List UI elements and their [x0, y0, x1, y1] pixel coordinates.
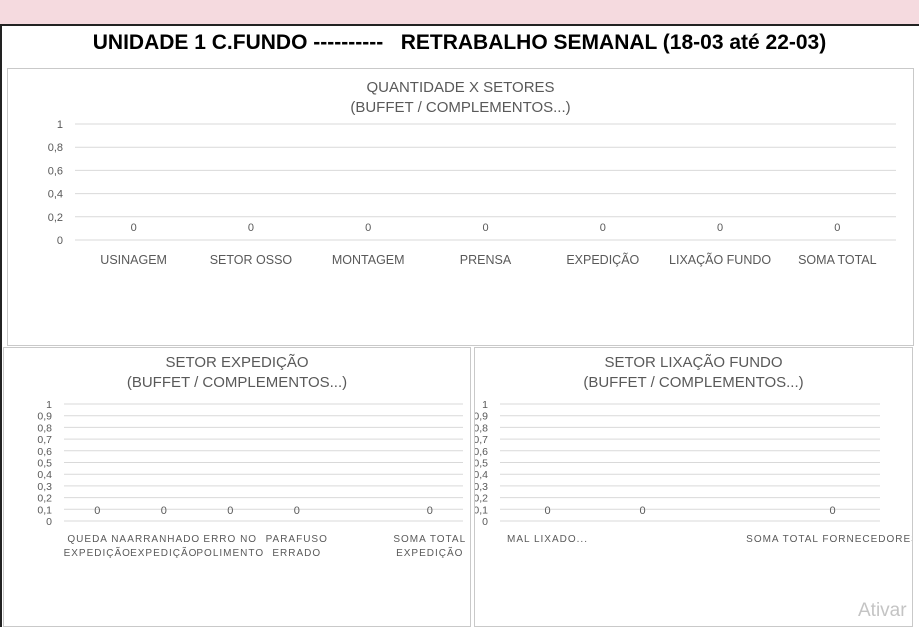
data-label: 0: [227, 505, 233, 517]
y-tick-label: 0,1: [475, 504, 488, 516]
x-tick-label: SETOR OSSO: [210, 253, 293, 267]
top-bar: [0, 0, 919, 26]
y-tick-label: 0,9: [475, 411, 488, 423]
x-tick-label: SOMA TOTAL: [798, 253, 877, 267]
data-label: 0: [544, 505, 550, 517]
x-tick-label: SOMA TOTAL: [393, 534, 466, 545]
chart-title: SETOR EXPEDIÇÃO: [165, 354, 309, 371]
y-tick-label: 0,1: [37, 504, 52, 516]
y-tick-label: 0,7: [37, 434, 52, 446]
y-tick-label: 0,3: [37, 481, 52, 493]
x-tick-label: MONTAGEM: [332, 253, 405, 267]
y-tick-label: 0: [57, 235, 63, 247]
y-tick-label: 0,5: [475, 458, 488, 470]
x-tick-label: ERRO NO: [203, 534, 257, 545]
data-label: 0: [161, 505, 167, 517]
chart-title: QUANTIDADE X SETORES: [366, 79, 555, 96]
y-tick-label: 0,8: [37, 422, 52, 434]
y-tick-label: 0,2: [475, 493, 488, 505]
y-tick-label: 1: [46, 399, 52, 411]
x-tick-label: ERRADO: [272, 548, 321, 559]
y-tick-label: 0,9: [37, 411, 52, 423]
x-tick-label: LIXAÇÃO FUNDO: [669, 253, 771, 267]
x-tick-label: EXPEDIÇÃO: [396, 546, 463, 559]
x-tick-label: USINAGEM: [100, 253, 167, 267]
y-tick-label: 1: [57, 119, 63, 131]
data-label: 0: [427, 505, 433, 517]
data-label: 0: [600, 222, 606, 234]
data-label: 0: [482, 222, 488, 234]
data-label: 0: [131, 222, 137, 234]
activate-watermark: Ativar: [858, 600, 907, 621]
x-tick-label: POLIMENTO: [196, 548, 264, 559]
chart-subtitle: (BUFFET / COMPLEMENTOS...): [126, 374, 348, 391]
data-label: 0: [834, 222, 840, 234]
data-label: 0: [294, 505, 300, 517]
y-tick-label: 1: [482, 399, 488, 411]
data-label: 0: [94, 505, 100, 517]
x-tick-label: SOMA TOTAL FORNECEDORES: [746, 534, 912, 545]
chart-quantidade-plot: 0 0,2 0,4 0,6 0,8 1 USINAGEM 0 SETOR OSSO 0 MONTAG…: [48, 119, 896, 267]
y-tick-label: 0,3: [475, 481, 488, 493]
y-tick-label: 0,4: [37, 469, 52, 481]
y-tick-label: 0,6: [37, 446, 52, 458]
chart-panel-quantidade[interactable]: QUANTIDADE X SETORES (BUFFET / COMPLEMEN…: [7, 68, 914, 346]
x-tick-label: ARRANHADO: [127, 534, 200, 545]
x-tick-label: PARAFUSO: [266, 534, 328, 545]
x-tick-label: PRENSA: [460, 253, 512, 267]
data-label: 0: [248, 222, 254, 234]
data-label: 0: [829, 505, 835, 517]
y-tick-label: 0,6: [48, 165, 63, 177]
y-tick-label: 0,8: [475, 422, 488, 434]
x-tick-label: EXPEDIÇÃO: [130, 546, 197, 559]
chart-subtitle: (BUFFET / COMPLEMENTOS...): [350, 99, 571, 116]
x-tick-label: MAL LIXADO...: [507, 534, 588, 545]
x-tick-label: EXPEDIÇÃO: [64, 546, 131, 559]
y-tick-label: 0,6: [475, 446, 488, 458]
y-tick-label: 0,4: [48, 189, 63, 201]
data-label: 0: [717, 222, 723, 234]
x-tick-label: EXPEDIÇÃO: [566, 253, 639, 267]
y-tick-label: 0: [482, 516, 488, 528]
data-label: 0: [639, 505, 645, 517]
y-tick-label: 0,5: [37, 458, 52, 470]
y-tick-label: 0: [46, 516, 52, 528]
y-tick-label: 0,8: [48, 142, 63, 154]
chart-panel-expedicao[interactable]: SETOR EXPEDIÇÃO (BUFFET / COMPLEMENTOS..…: [3, 347, 471, 627]
data-label: 0: [365, 222, 371, 234]
y-tick-label: 0,2: [48, 212, 63, 224]
page-title: UNIDADE 1 C.FUNDO ---------- RETRABALHO …: [92, 31, 827, 54]
x-tick-label: QUEDA NA: [67, 534, 127, 545]
chart-subtitle: (BUFFET / COMPLEMENTOS...): [583, 374, 804, 391]
y-tick-label: 0,2: [37, 493, 52, 505]
chart-panel-lixacao[interactable]: SETOR LIXAÇÃO FUNDO (BUFFET / COMPLEMENT…: [474, 347, 913, 627]
left-border: [0, 24, 2, 627]
y-tick-label: 0,4: [475, 469, 488, 481]
y-tick-label: 0,7: [475, 434, 488, 446]
chart-title: SETOR LIXAÇÃO FUNDO: [604, 354, 783, 371]
